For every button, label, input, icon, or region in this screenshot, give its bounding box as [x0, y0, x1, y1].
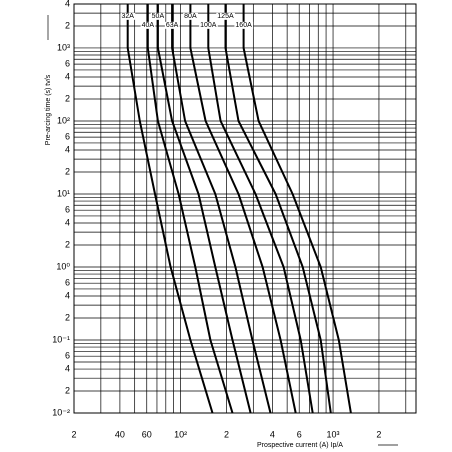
curve-label-bg: [150, 12, 166, 20]
y-tick-label: 4: [65, 217, 70, 227]
y-tick-label: 2: [65, 20, 70, 30]
curve-label-bg: [183, 12, 198, 20]
y-tick-label: 4: [65, 144, 70, 154]
y-tick-label: 4: [65, 71, 70, 81]
curve-label: 160A: [235, 22, 252, 29]
y-tick-label: 10³: [57, 42, 70, 52]
curve-label-bg: [164, 21, 180, 29]
curve-label: 32A: [121, 13, 134, 20]
y-tick-label: 2: [65, 312, 70, 322]
curve-label: 63A: [166, 22, 179, 29]
curve-label-bg: [120, 12, 136, 20]
curve: [242, 4, 352, 414]
y-tick-label: 10⁻¹: [52, 334, 70, 344]
curve-label-bg: [216, 12, 235, 20]
y-tick-label: 6: [65, 278, 70, 288]
curve: [189, 4, 297, 414]
x-tick-label: 10³: [327, 429, 340, 439]
curve: [171, 4, 272, 414]
y-tick-label: 10¹: [57, 188, 70, 198]
y-tick-label: 10⁰: [56, 261, 70, 271]
x-tick-label: 4: [270, 429, 275, 439]
curve-label: 125A: [217, 13, 234, 20]
curve-label: 50A: [152, 13, 165, 20]
x-tick-label: 10²: [174, 429, 187, 439]
y-tick-label: 2: [65, 166, 70, 176]
curve-label-bg: [199, 21, 218, 29]
y-tick-label: 10²: [57, 115, 70, 125]
x-tick-label: 6: [297, 429, 302, 439]
curve: [156, 4, 252, 414]
x-tick-label: 2: [224, 429, 229, 439]
curve-label: 40A: [142, 22, 155, 29]
x-tick-label: 2: [71, 429, 76, 439]
x-axis-label: Prospective current (A) Ip/A: [257, 442, 343, 449]
y-tick-label: 10⁻²: [52, 407, 70, 417]
curve-label: 80A: [184, 13, 197, 20]
y-axis-label: Pre-arcing time (s) tv/s: [45, 74, 52, 145]
y-tick-label: 6: [65, 132, 70, 142]
x-tick-label: 2: [376, 429, 381, 439]
y-tick-label: 4: [65, 363, 70, 373]
x-tick-label: 60: [142, 429, 152, 439]
y-tick-label: 6: [65, 351, 70, 361]
curve-label-bg: [140, 21, 156, 29]
y-tick-label: 4: [65, 0, 70, 8]
curve-label: 100A: [200, 22, 217, 29]
curve: [146, 4, 234, 414]
y-tick-label: 6: [65, 205, 70, 215]
curve: [207, 4, 314, 414]
y-tick-label: 2: [65, 385, 70, 395]
y-tick-label: 2: [65, 239, 70, 249]
y-tick-label: 6: [65, 59, 70, 69]
curve: [126, 4, 214, 414]
curve: [224, 4, 332, 414]
x-tick-label: 40: [115, 429, 125, 439]
y-tick-label: 2: [65, 93, 70, 103]
curve-label-bg: [234, 21, 254, 29]
y-tick-label: 4: [65, 290, 70, 300]
